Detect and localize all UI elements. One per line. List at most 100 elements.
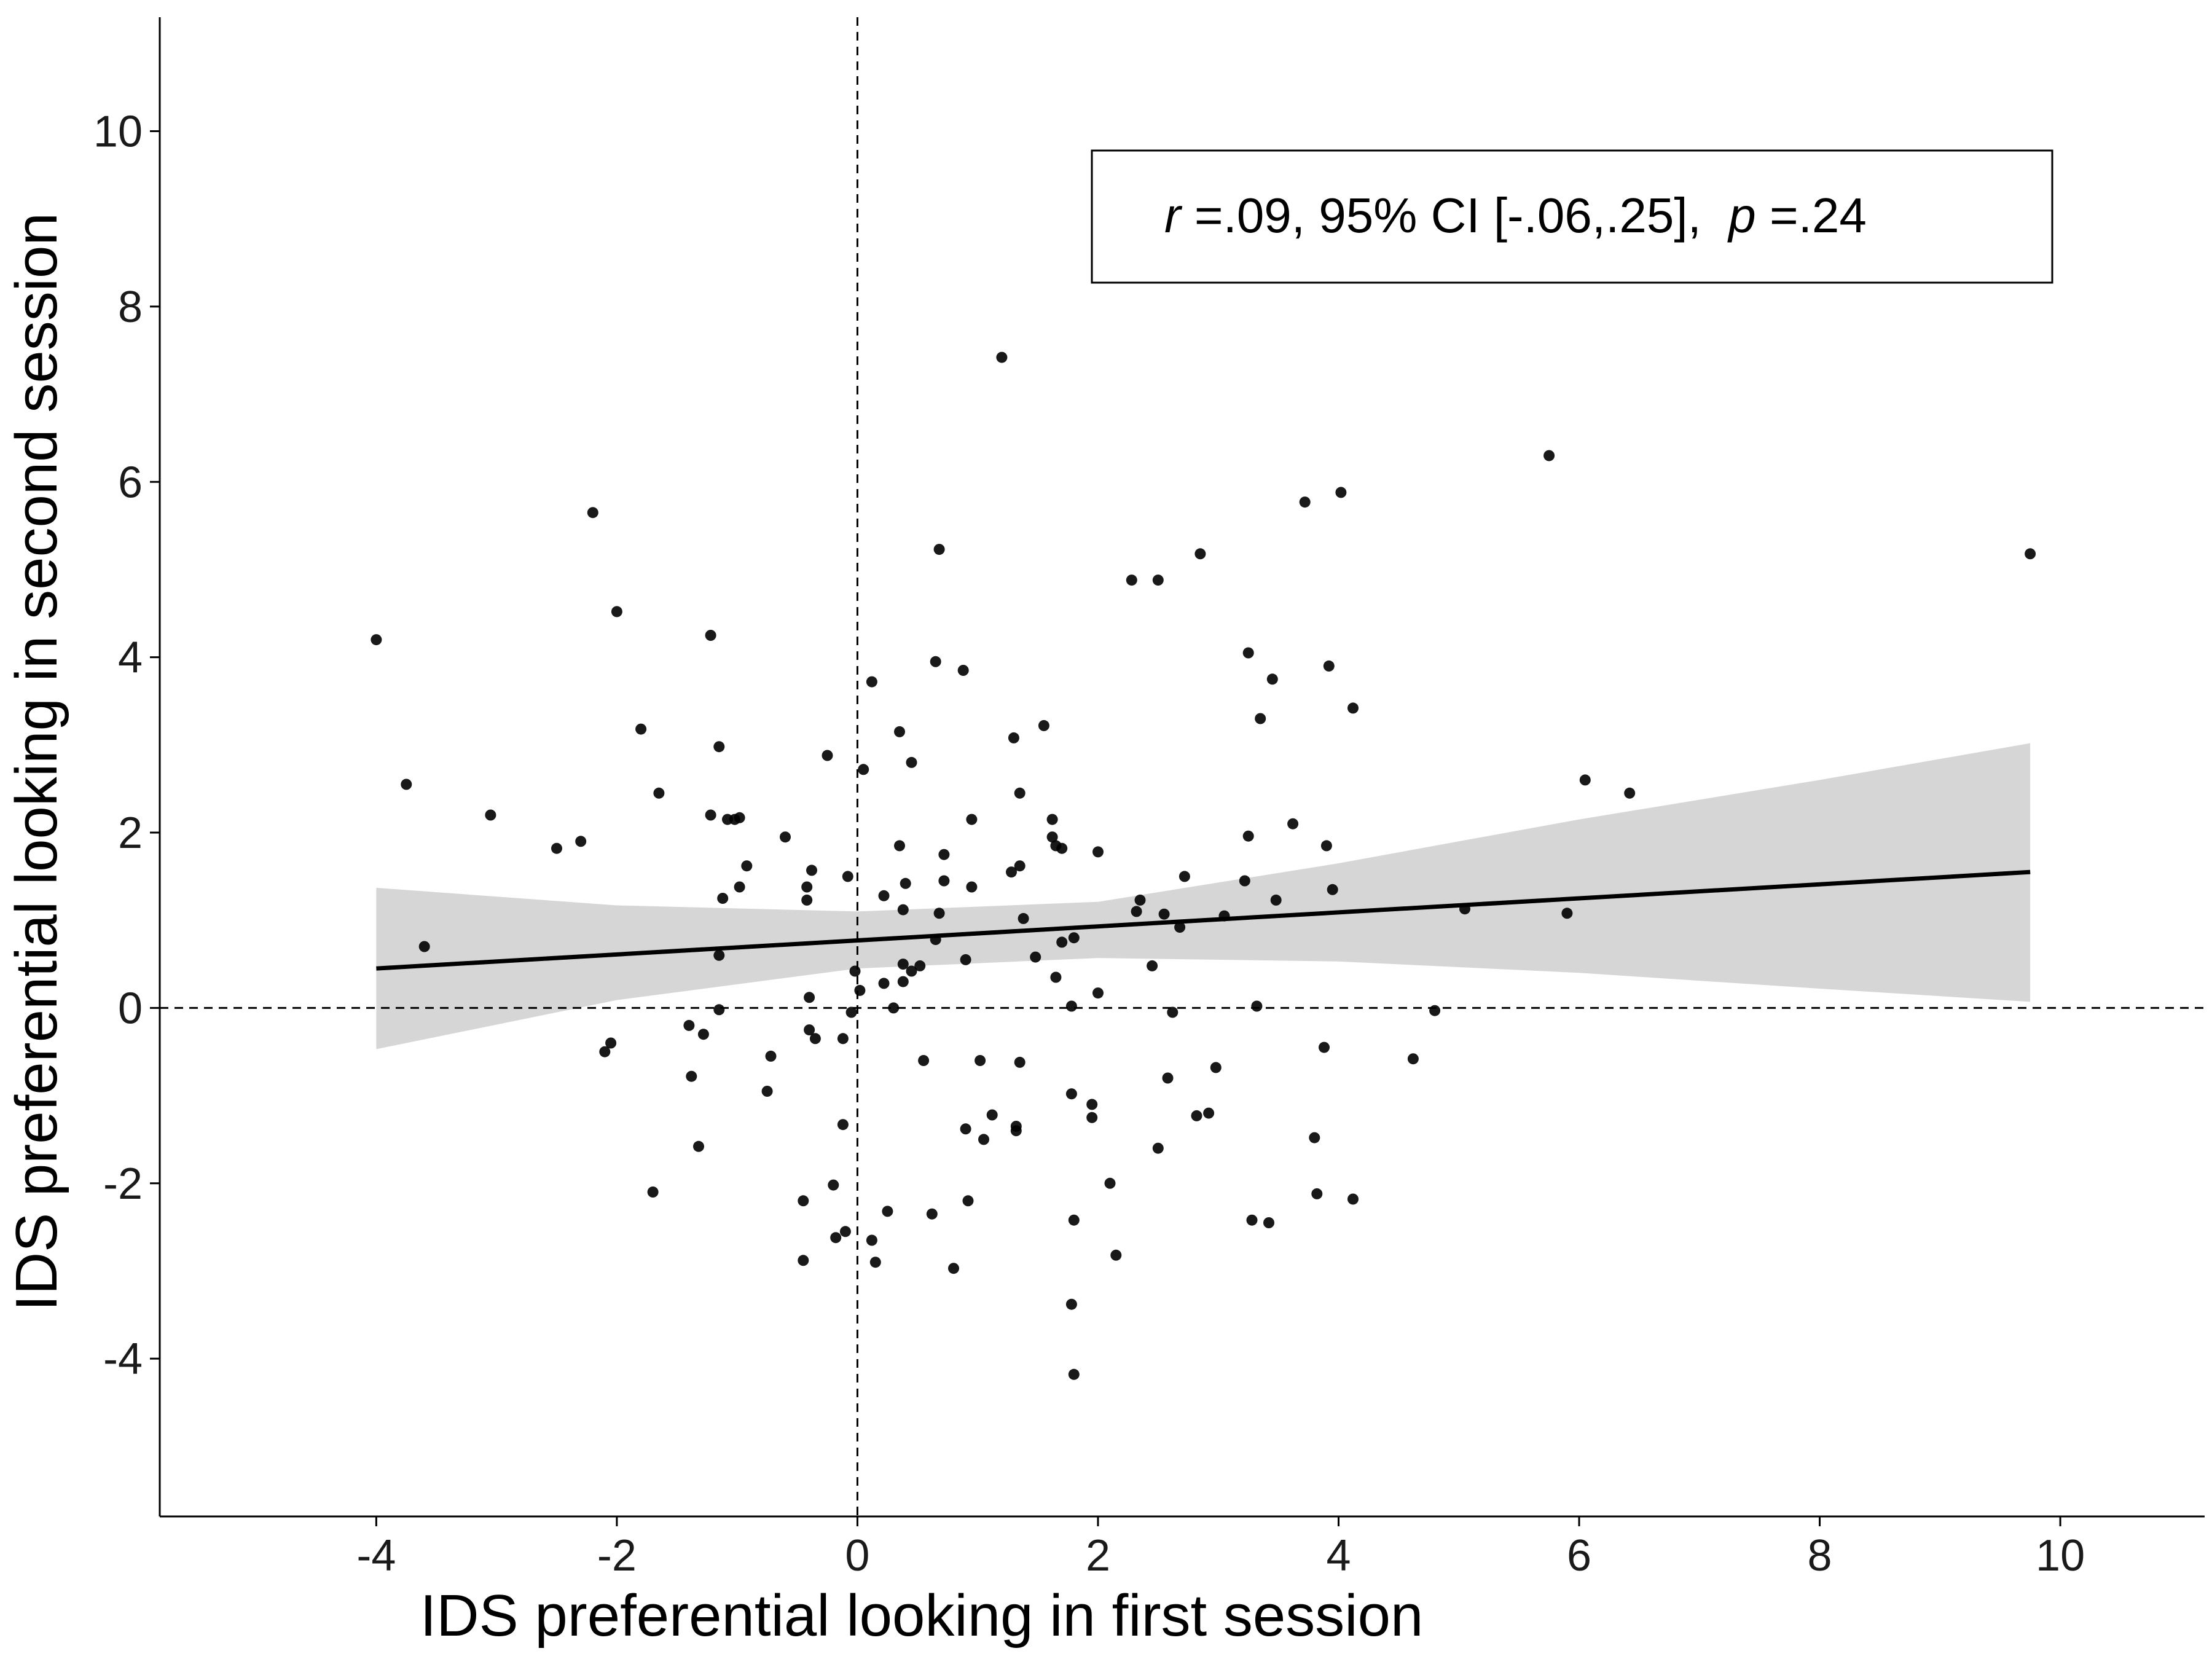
data-point [854, 984, 866, 996]
data-point [1050, 971, 1062, 983]
data-point [801, 881, 813, 893]
reference-lines-layer [160, 17, 2205, 1516]
data-point [1429, 1005, 1441, 1016]
data-point [933, 908, 945, 919]
data-point [611, 606, 622, 618]
x-tick-label: 4 [1326, 1531, 1351, 1580]
data-point [1319, 1041, 1330, 1053]
data-point [882, 1206, 893, 1217]
stats-r-symbol: r [1164, 188, 1183, 243]
x-tick-label: 6 [1567, 1531, 1591, 1580]
data-point [1126, 575, 1137, 586]
x-tick-label: -4 [356, 1531, 396, 1580]
data-point [1194, 548, 1206, 560]
data-point [975, 1055, 986, 1066]
data-point [804, 1024, 815, 1036]
stats-annotation-text: r =.09, 95% CI [-.06,.25], p =.24 [1164, 188, 1867, 243]
data-point [599, 1046, 611, 1057]
data-point [717, 893, 729, 904]
x-tick-label: -2 [597, 1531, 637, 1580]
data-point [878, 978, 890, 989]
data-point [801, 894, 813, 906]
data-point [894, 726, 905, 737]
data-point [1092, 987, 1104, 999]
data-point [822, 750, 833, 761]
data-point [1162, 1072, 1174, 1084]
data-point [1167, 1006, 1179, 1018]
data-point [897, 904, 909, 916]
regression-line-layer [376, 869, 2031, 971]
y-tick-label: 2 [118, 809, 143, 858]
data-point [858, 764, 869, 775]
data-point [741, 860, 753, 872]
data-point [849, 965, 861, 977]
data-point [1251, 1000, 1263, 1012]
data-point [1270, 894, 1282, 906]
data-point [693, 1140, 704, 1152]
data-point [1311, 1188, 1323, 1199]
data-point [705, 630, 716, 641]
y-tick-label: 10 [93, 107, 143, 156]
data-point [978, 1134, 989, 1145]
data-point [1203, 1107, 1215, 1119]
stats-r-value: =.09, 95% CI [-.06,.25], [1181, 188, 1729, 243]
data-point [828, 1179, 839, 1191]
data-point [401, 779, 412, 790]
data-point [1299, 496, 1311, 508]
data-point [1046, 814, 1058, 825]
data-point [845, 1006, 857, 1018]
data-point [551, 842, 562, 854]
data-point [371, 634, 382, 646]
data-point [683, 1019, 695, 1031]
data-point [1065, 1298, 1077, 1310]
x-axis-title: IDS preferential looking in first sessio… [420, 1583, 1424, 1649]
data-point [900, 877, 911, 889]
data-point [1010, 1125, 1022, 1137]
data-point [1006, 866, 1017, 878]
data-point [1158, 908, 1170, 920]
regression-line [376, 869, 2031, 971]
data-point [1246, 1214, 1258, 1226]
data-point [806, 865, 817, 876]
data-point [1092, 846, 1104, 858]
data-point [780, 831, 791, 843]
data-point [842, 871, 853, 882]
data-point [1134, 894, 1146, 906]
data-point [1579, 774, 1591, 786]
data-point [1320, 840, 1332, 852]
x-tick-label: 2 [1086, 1531, 1110, 1580]
data-point [906, 756, 917, 768]
data-point [734, 812, 745, 823]
data-point [713, 741, 725, 753]
data-point [1309, 1132, 1320, 1143]
data-point [1242, 647, 1254, 659]
data-point [1347, 1193, 1359, 1205]
data-point [705, 809, 716, 821]
data-point [960, 1123, 971, 1135]
data-point [918, 1055, 930, 1066]
data-point [1014, 787, 1026, 799]
data-point [966, 814, 978, 825]
data-point [1266, 673, 1278, 685]
data-point [575, 836, 587, 847]
data-point [1038, 720, 1049, 731]
data-point [1131, 906, 1142, 917]
data-point [1191, 1110, 1202, 1121]
data-point [888, 1002, 900, 1014]
data-point [960, 954, 971, 965]
data-point [1624, 787, 1636, 799]
data-point [1239, 875, 1250, 887]
data-point [1323, 660, 1335, 672]
data-point [2025, 548, 2036, 560]
data-point [1046, 831, 1058, 843]
data-point [1147, 960, 1158, 971]
data-point [1014, 860, 1026, 872]
y-tick-label: -2 [103, 1159, 143, 1209]
data-point [1018, 912, 1029, 924]
data-point [986, 1109, 998, 1121]
confidence-band-layer [376, 743, 2031, 1049]
y-tick-label: 0 [118, 984, 143, 1033]
data-point [713, 949, 725, 961]
data-point [914, 960, 926, 971]
data-point [1255, 713, 1266, 724]
